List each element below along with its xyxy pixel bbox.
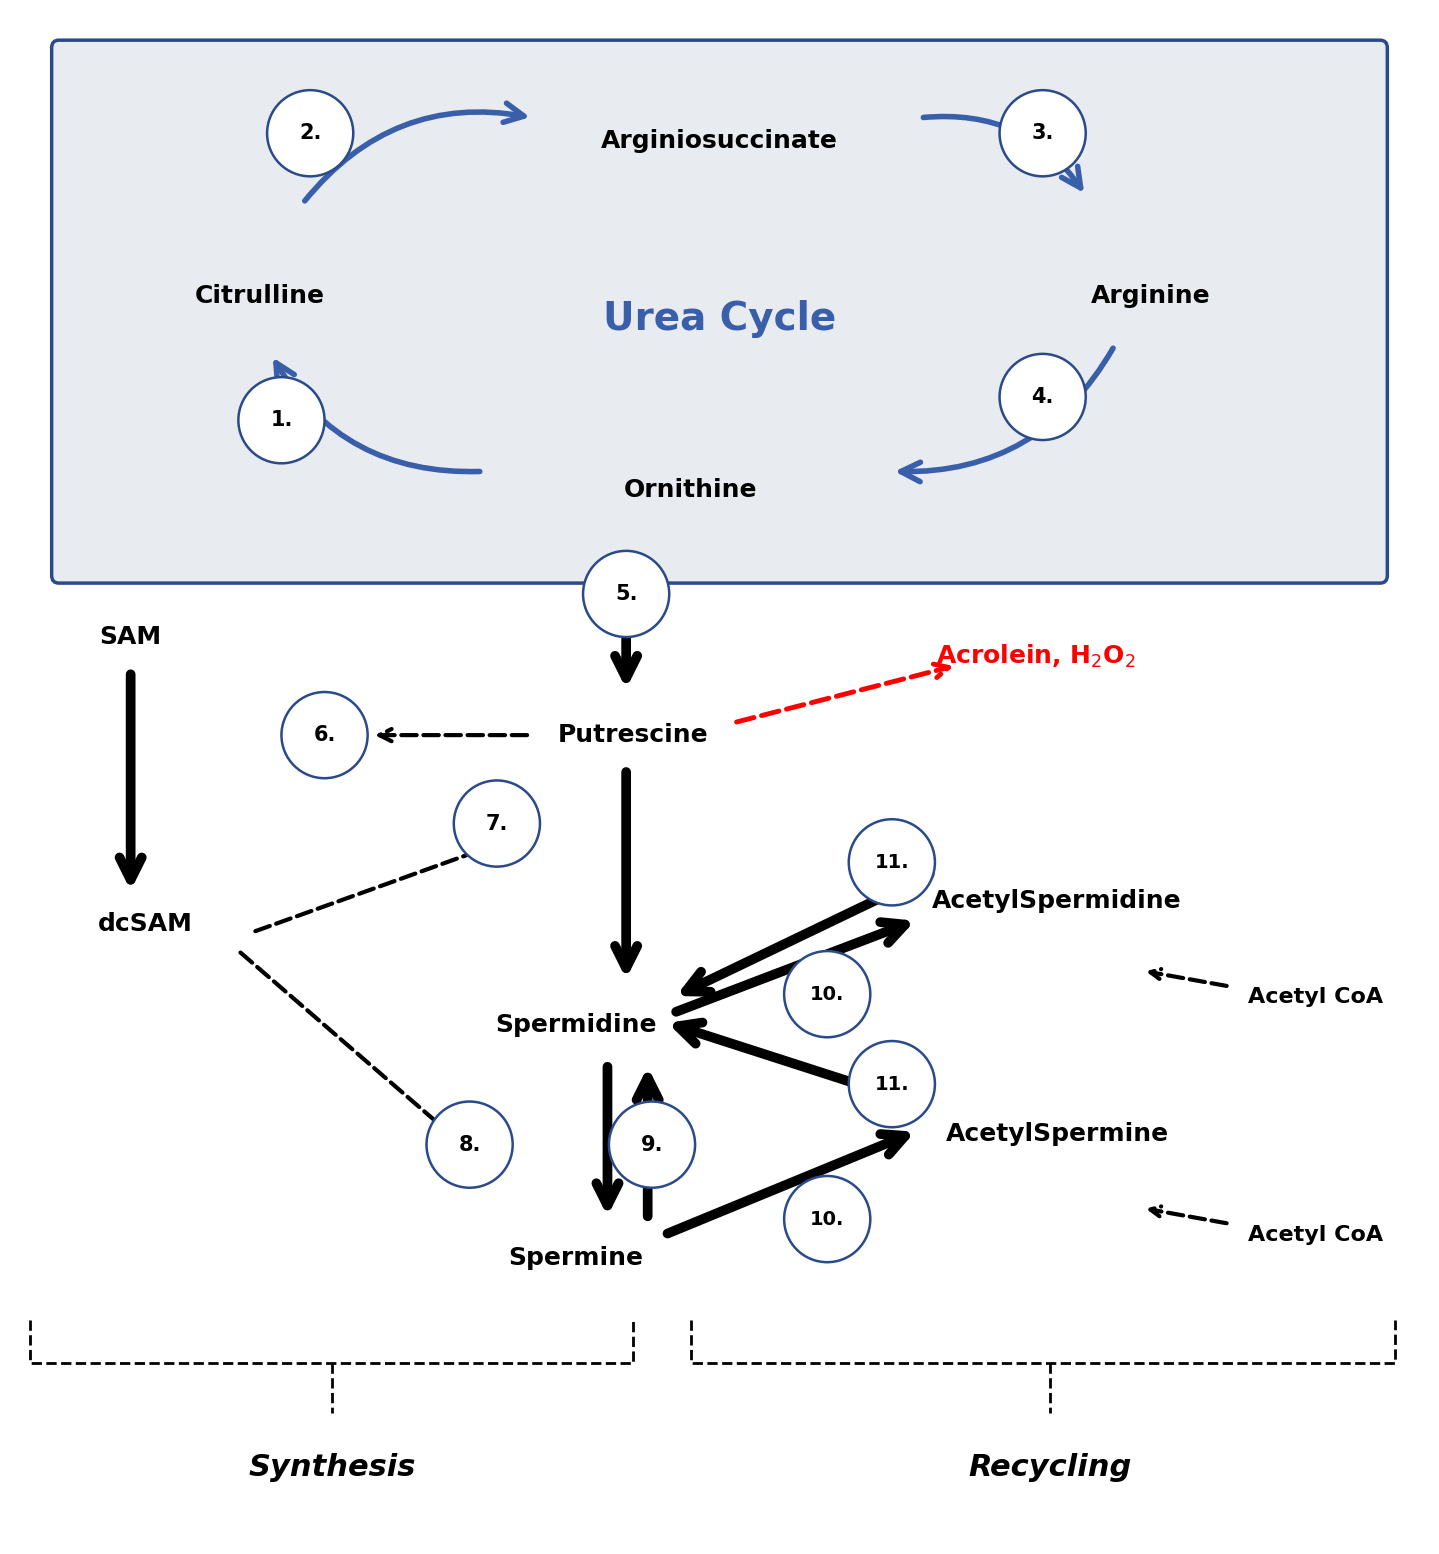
Ellipse shape	[609, 1102, 695, 1187]
Text: Acetyl CoA: Acetyl CoA	[1248, 1225, 1383, 1245]
Text: AcetylSpermidine: AcetylSpermidine	[932, 889, 1181, 914]
Ellipse shape	[849, 1041, 935, 1127]
Text: 4.: 4.	[1032, 387, 1053, 407]
Text: dcSAM: dcSAM	[98, 912, 193, 937]
Text: 3.: 3.	[1032, 123, 1053, 143]
Ellipse shape	[1000, 354, 1086, 440]
Text: 10.: 10.	[810, 985, 845, 1004]
Text: 2.: 2.	[299, 123, 321, 143]
Ellipse shape	[784, 951, 871, 1037]
Text: Citrulline: Citrulline	[194, 284, 325, 308]
Text: 7.: 7.	[486, 814, 508, 833]
Text: Acetyl CoA: Acetyl CoA	[1248, 987, 1383, 1007]
Text: Spermidine: Spermidine	[495, 1013, 656, 1037]
Ellipse shape	[784, 1176, 871, 1262]
Text: Arginiosuccinate: Arginiosuccinate	[602, 129, 837, 152]
Text: Ornithine: Ornithine	[625, 479, 757, 502]
Text: Urea Cycle: Urea Cycle	[603, 300, 836, 339]
Text: 11.: 11.	[875, 1075, 909, 1094]
Text: 8.: 8.	[459, 1134, 481, 1155]
Ellipse shape	[282, 692, 367, 779]
Text: Putrescine: Putrescine	[558, 723, 708, 747]
Ellipse shape	[583, 550, 669, 637]
Text: Recycling: Recycling	[968, 1453, 1131, 1483]
Text: 5.: 5.	[614, 584, 637, 605]
Text: 6.: 6.	[314, 726, 335, 744]
Ellipse shape	[426, 1102, 512, 1187]
Text: Spermine: Spermine	[508, 1246, 643, 1270]
Ellipse shape	[453, 780, 540, 867]
FancyBboxPatch shape	[52, 40, 1387, 583]
Ellipse shape	[239, 378, 325, 463]
Text: Synthesis: Synthesis	[248, 1453, 416, 1483]
Ellipse shape	[1000, 90, 1086, 176]
Text: Acrolein, H$_2$O$_2$: Acrolein, H$_2$O$_2$	[935, 642, 1135, 670]
Ellipse shape	[849, 819, 935, 906]
Text: AcetylSpermine: AcetylSpermine	[945, 1122, 1168, 1145]
Ellipse shape	[268, 90, 353, 176]
Text: SAM: SAM	[99, 625, 161, 650]
Text: 11.: 11.	[875, 853, 909, 872]
Text: Arginine: Arginine	[1091, 284, 1210, 308]
Text: 9.: 9.	[640, 1134, 663, 1155]
Text: 1.: 1.	[271, 410, 292, 430]
Text: 10.: 10.	[810, 1209, 845, 1229]
